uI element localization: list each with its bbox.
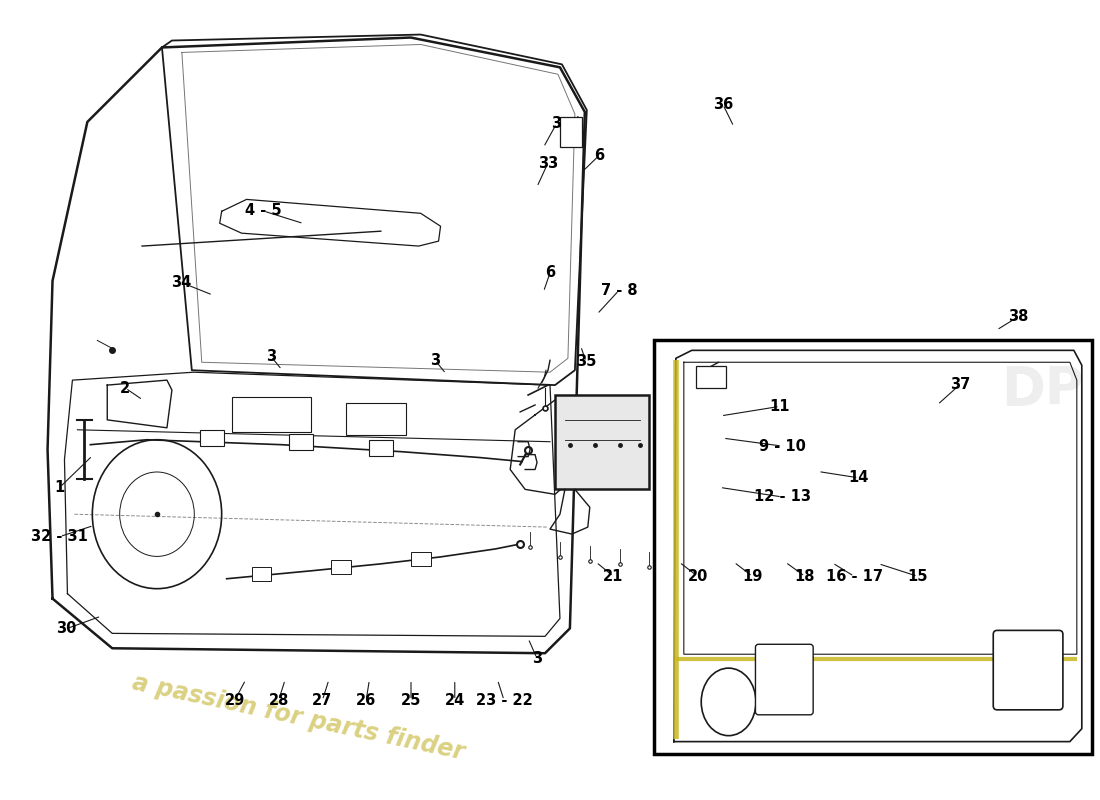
- FancyBboxPatch shape: [368, 440, 393, 456]
- Text: 18: 18: [795, 569, 815, 584]
- Text: 9 - 10: 9 - 10: [759, 438, 805, 454]
- Text: 25: 25: [400, 693, 421, 708]
- Text: 14: 14: [848, 470, 869, 486]
- Text: DP: DP: [1001, 364, 1084, 416]
- Ellipse shape: [701, 668, 756, 736]
- Text: a passion for parts finder: a passion for parts finder: [130, 670, 466, 765]
- Text: 35: 35: [576, 354, 596, 370]
- Text: 16 - 17: 16 - 17: [826, 569, 883, 584]
- Text: 26: 26: [356, 693, 376, 708]
- Text: 36: 36: [713, 97, 733, 112]
- FancyBboxPatch shape: [556, 395, 649, 490]
- Text: 20: 20: [688, 569, 708, 584]
- Text: 7 - 8: 7 - 8: [601, 283, 637, 298]
- FancyBboxPatch shape: [680, 420, 763, 514]
- Text: 6: 6: [594, 148, 604, 163]
- FancyBboxPatch shape: [289, 434, 314, 450]
- Text: 27: 27: [312, 693, 332, 708]
- Text: 30: 30: [56, 622, 76, 636]
- Text: 3: 3: [266, 349, 276, 364]
- Text: 2: 2: [120, 381, 131, 395]
- FancyBboxPatch shape: [232, 397, 311, 432]
- Text: 33: 33: [538, 156, 558, 170]
- FancyBboxPatch shape: [993, 630, 1063, 710]
- FancyBboxPatch shape: [331, 560, 351, 574]
- Text: 4 - 5: 4 - 5: [245, 203, 282, 218]
- Text: 32 - 31: 32 - 31: [31, 529, 88, 544]
- Text: 38: 38: [1009, 309, 1028, 324]
- Text: 19: 19: [742, 569, 762, 584]
- Text: 3: 3: [551, 116, 562, 131]
- Text: 3: 3: [430, 353, 440, 368]
- Text: 1: 1: [55, 480, 65, 495]
- FancyBboxPatch shape: [756, 644, 813, 714]
- FancyBboxPatch shape: [200, 430, 223, 446]
- FancyBboxPatch shape: [346, 403, 406, 434]
- Text: 28: 28: [268, 693, 289, 708]
- FancyBboxPatch shape: [560, 117, 582, 146]
- Text: 3: 3: [531, 650, 542, 666]
- Text: 29: 29: [224, 693, 245, 708]
- Text: 6: 6: [544, 266, 556, 280]
- FancyBboxPatch shape: [410, 552, 430, 566]
- Text: 24: 24: [444, 693, 465, 708]
- FancyBboxPatch shape: [252, 567, 272, 581]
- Text: 15: 15: [908, 569, 928, 584]
- Text: 21: 21: [603, 569, 624, 584]
- Text: 37: 37: [950, 377, 970, 392]
- Text: 34: 34: [170, 275, 191, 290]
- Text: 23 - 22: 23 - 22: [475, 693, 532, 708]
- Text: 11: 11: [770, 399, 790, 414]
- FancyBboxPatch shape: [654, 341, 1091, 754]
- FancyBboxPatch shape: [696, 366, 726, 388]
- Text: 12 - 13: 12 - 13: [754, 490, 811, 505]
